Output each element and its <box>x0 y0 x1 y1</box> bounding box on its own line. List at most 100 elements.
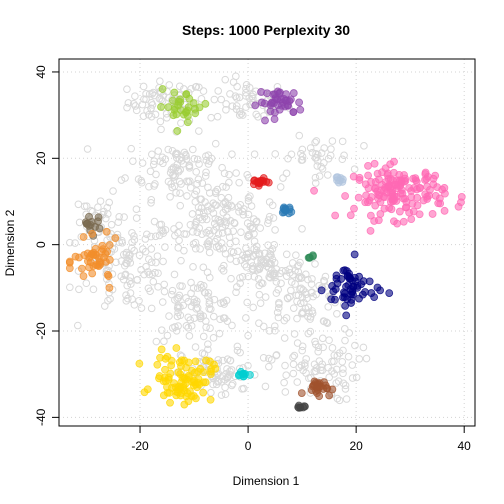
background-point-654 <box>265 273 273 281</box>
background-point-409 <box>135 251 144 260</box>
background-point-428 <box>159 229 168 238</box>
background-point-190 <box>190 154 199 163</box>
background-point-964 <box>317 163 325 171</box>
cluster-7-point-304 <box>103 270 112 279</box>
background-point-722 <box>308 309 317 318</box>
cluster-10-point-394 <box>172 344 181 352</box>
background-point-466 <box>135 296 143 305</box>
cluster-2-point-189 <box>371 201 380 210</box>
background-point-468 <box>150 217 159 226</box>
background-point-556 <box>174 308 182 317</box>
background-point-889 <box>236 348 244 357</box>
background-point-662 <box>287 286 295 295</box>
background-point-830 <box>339 365 347 373</box>
background-point-335 <box>191 221 200 229</box>
background-point-241 <box>250 237 259 246</box>
background-point-762 <box>289 369 298 378</box>
background-point-806 <box>281 361 289 370</box>
background-point-583 <box>264 241 272 249</box>
background-point-307 <box>218 229 227 237</box>
background-point-193 <box>189 145 197 154</box>
background-point-688 <box>299 286 308 294</box>
background-point-587 <box>252 242 261 251</box>
background-point-623 <box>293 262 302 271</box>
cluster-10-point-454 <box>167 383 176 392</box>
cluster-0-point-12 <box>173 127 182 135</box>
background-point-853 <box>233 342 242 351</box>
background-point-618 <box>239 251 247 260</box>
background-point-908 <box>221 383 229 392</box>
cluster-2-point-207 <box>354 193 363 202</box>
background-point-416 <box>130 236 139 244</box>
background-point-885 <box>226 370 234 379</box>
cluster-10-point-425 <box>159 391 168 400</box>
background-point-646 <box>249 252 258 260</box>
background-point-98 <box>221 75 230 84</box>
cluster-2-point-175 <box>399 217 408 226</box>
cluster-7-point-270 <box>79 233 88 241</box>
cluster-10-point-447 <box>206 395 215 404</box>
background-point-813 <box>280 378 288 387</box>
cluster-2-point-197 <box>386 189 395 197</box>
background-point-239 <box>188 228 197 236</box>
background-point-835 <box>328 367 336 375</box>
cluster-9-point-341 <box>358 290 367 299</box>
background-point-59 <box>162 114 171 122</box>
background-point-415 <box>115 213 123 221</box>
cluster-2-point-179 <box>374 194 383 203</box>
cluster-7-point-311 <box>97 247 106 256</box>
background-point-969 <box>338 137 347 146</box>
cluster-2-point-193 <box>440 206 449 215</box>
background-point-839 <box>259 353 268 362</box>
background-point-243 <box>199 263 208 272</box>
background-point-708 <box>242 314 250 322</box>
background-point-812 <box>348 361 357 369</box>
cluster-7-point-280 <box>88 269 97 278</box>
background-point-677 <box>255 290 264 299</box>
background-point-497 <box>152 337 161 346</box>
background-point-462 <box>128 238 136 246</box>
background-point-884 <box>209 380 217 389</box>
background-point-821 <box>341 381 350 390</box>
background-point-557 <box>206 324 214 332</box>
background-point-715 <box>296 299 305 308</box>
background-point-338 <box>238 207 247 216</box>
cluster-6-point-266 <box>94 213 103 222</box>
cluster-2-point-169 <box>367 178 375 186</box>
cluster-12-point-490 <box>325 391 334 400</box>
cluster-0-point-27 <box>182 90 191 98</box>
background-point-818 <box>293 339 302 347</box>
cluster-2-point-202 <box>373 187 382 196</box>
background-point-578 <box>182 322 191 330</box>
cluster-2-point-139 <box>390 157 398 166</box>
background-point-6 <box>142 95 150 104</box>
cluster-2-point-218 <box>395 170 404 179</box>
x-tick-label-2: 20 <box>349 439 363 453</box>
background-point-558 <box>185 332 194 340</box>
cluster-0-point-16 <box>170 88 179 97</box>
background-point-368 <box>206 230 214 238</box>
background-point-326 <box>213 185 222 194</box>
cluster-13-point-506 <box>294 403 303 411</box>
background-point-202 <box>152 170 160 179</box>
background-point-586 <box>270 241 278 249</box>
background-point-779 <box>301 362 309 370</box>
background-point-367 <box>204 151 213 159</box>
background-point-291 <box>175 221 183 230</box>
cluster-2-point-215 <box>380 204 389 213</box>
background-point-838 <box>340 325 349 333</box>
background-point-218 <box>228 150 236 158</box>
cluster-2-point-71 <box>364 161 372 170</box>
background-point-817 <box>328 357 336 366</box>
cluster-0-point-24 <box>176 95 184 104</box>
background-point-781 <box>318 334 327 343</box>
background-point-83 <box>235 111 244 119</box>
background-point-429 <box>130 246 138 255</box>
background-point-132 <box>176 189 184 197</box>
cluster-2-point-200 <box>429 174 438 183</box>
background-point-246 <box>191 238 200 247</box>
background-point-530 <box>192 305 201 313</box>
background-point-642 <box>270 258 279 267</box>
plot-frame <box>58 58 476 427</box>
cluster-9-point-368 <box>331 295 339 304</box>
